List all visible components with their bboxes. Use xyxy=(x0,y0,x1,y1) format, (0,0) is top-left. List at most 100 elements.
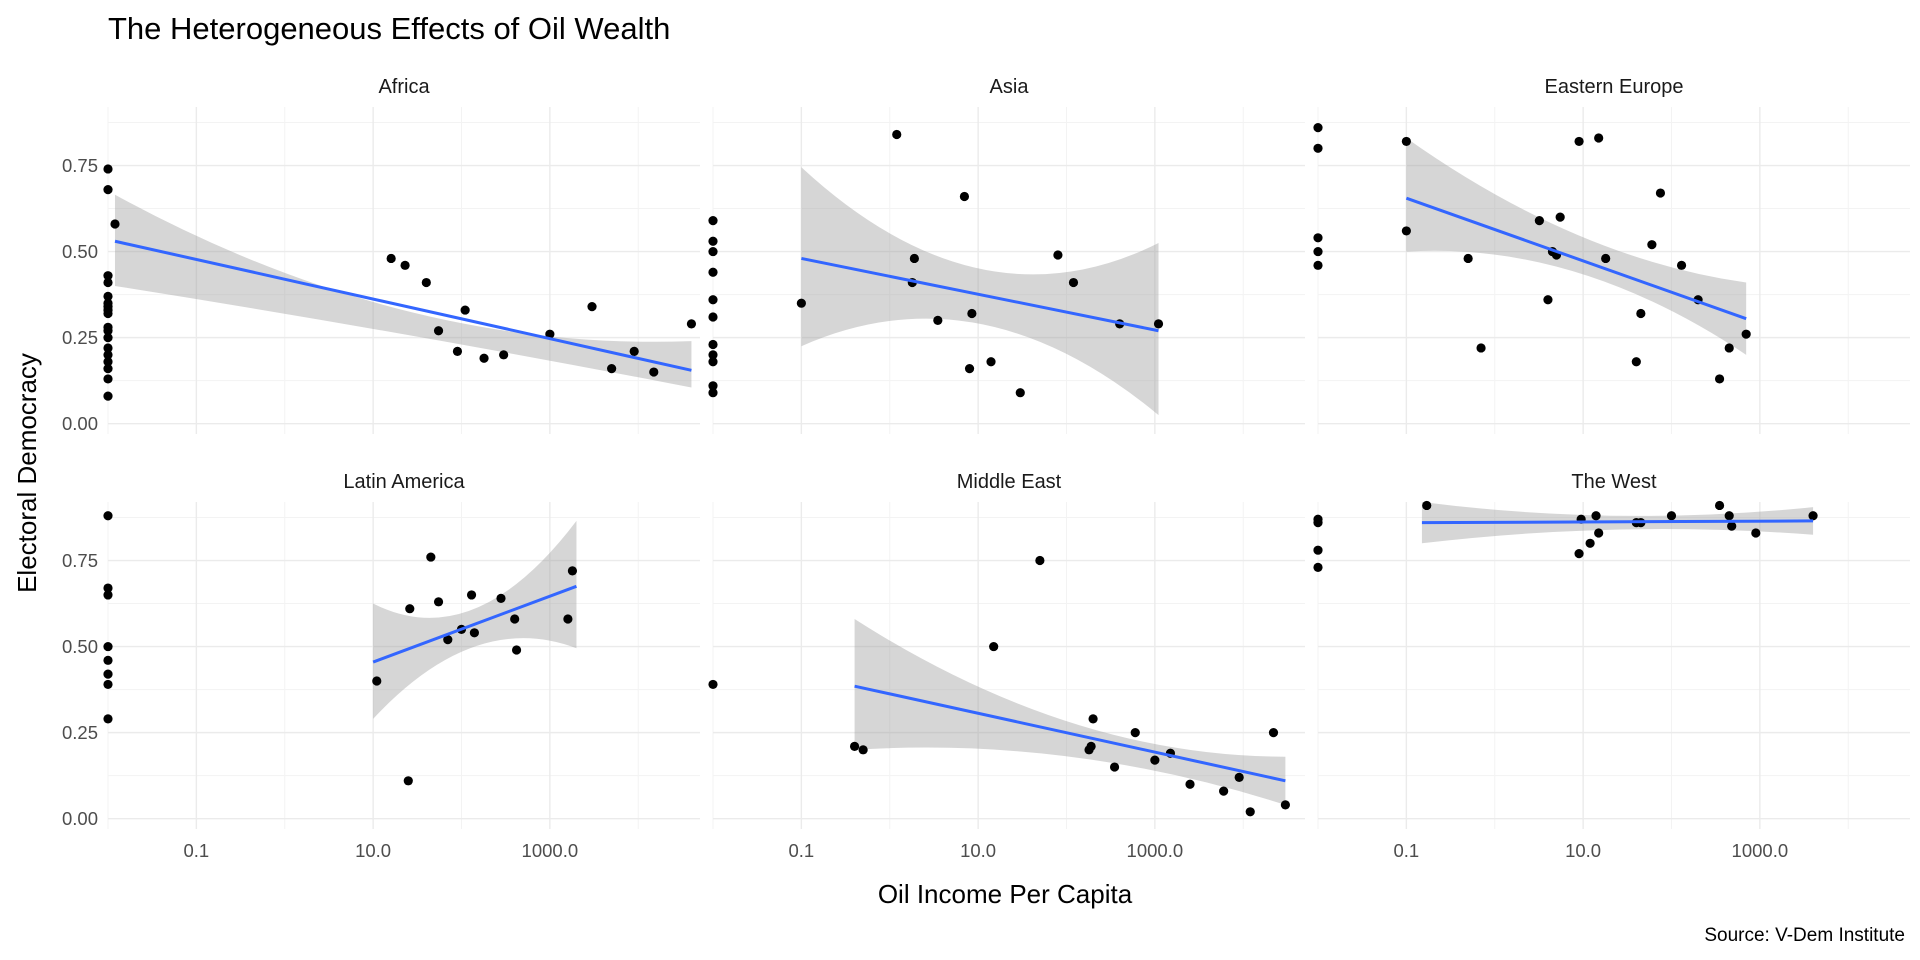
data-point xyxy=(964,364,975,374)
data-point xyxy=(1150,755,1160,765)
data-point-zero xyxy=(708,246,718,257)
data-point xyxy=(1714,500,1725,511)
y-tick-label: 0.75 xyxy=(62,155,98,176)
data-point xyxy=(1463,253,1473,264)
data-point xyxy=(1422,500,1432,511)
data-point xyxy=(426,552,436,562)
data-point-zero xyxy=(103,271,113,281)
data-point xyxy=(1594,133,1604,143)
fit-line xyxy=(372,584,577,664)
data-point-zero xyxy=(103,164,113,174)
data-point xyxy=(1534,215,1544,226)
x-tick-label: 1000.0 xyxy=(522,840,579,861)
fit-line xyxy=(114,239,692,372)
data-point xyxy=(1714,374,1725,384)
facet-label: Eastern Europe xyxy=(1545,76,1684,98)
y-tick-label: 0.00 xyxy=(62,808,98,829)
data-point xyxy=(460,305,470,315)
data-point xyxy=(1666,511,1677,521)
data-point xyxy=(1185,779,1195,789)
data-point-zero xyxy=(103,679,113,690)
data-point xyxy=(1594,528,1604,538)
data-point xyxy=(1655,188,1666,198)
data-point xyxy=(469,628,480,638)
data-point-zero xyxy=(1313,246,1323,257)
data-point-zero xyxy=(103,374,113,384)
caption: Source: V-Dem Institute xyxy=(1704,925,1905,946)
y-tick-label: 0.75 xyxy=(62,550,98,571)
data-point-zero xyxy=(1313,518,1323,528)
data-point xyxy=(587,302,597,312)
data-point xyxy=(563,614,573,624)
data-point-zero xyxy=(103,277,113,288)
data-point xyxy=(452,346,463,356)
data-point xyxy=(386,253,396,264)
confidence-band xyxy=(801,167,1159,416)
facet-middle-east: Middle East 0.1 10.0 1000.0 xyxy=(708,471,1305,861)
data-point xyxy=(858,745,868,755)
data-point-zero xyxy=(1313,260,1323,270)
data-point-zero xyxy=(1313,123,1323,133)
data-point xyxy=(1741,329,1751,339)
confidence-band xyxy=(114,194,692,388)
data-point xyxy=(1401,226,1411,236)
x-tick-label: 1000.0 xyxy=(1127,840,1184,861)
data-point xyxy=(1724,343,1734,353)
x-axis-title: Oil Income Per Capita xyxy=(878,879,1133,909)
y-tick-label: 0.25 xyxy=(62,327,98,348)
data-point xyxy=(1476,343,1486,353)
facet-label: Asia xyxy=(990,76,1030,98)
facet-label: Latin America xyxy=(343,471,465,493)
data-point-zero xyxy=(103,291,113,301)
data-point-zero xyxy=(103,185,113,195)
y-axis-title: Electoral Democracy xyxy=(12,353,42,593)
data-point xyxy=(567,566,578,576)
data-point-zero xyxy=(708,312,718,322)
y-tick-label: 0.50 xyxy=(62,241,98,262)
data-point-zero xyxy=(103,333,113,343)
data-point xyxy=(1647,240,1657,250)
data-point xyxy=(1751,528,1761,538)
data-point xyxy=(849,741,860,751)
data-point xyxy=(892,129,902,140)
data-point xyxy=(1543,295,1553,305)
data-point-zero xyxy=(103,590,113,600)
data-point xyxy=(110,219,120,229)
data-point xyxy=(1574,549,1584,559)
data-point xyxy=(510,614,520,624)
data-point xyxy=(1086,741,1096,751)
data-point xyxy=(1636,308,1646,319)
facet-label: Africa xyxy=(378,76,430,98)
data-point xyxy=(933,315,943,326)
data-point-zero xyxy=(1313,233,1323,243)
data-point xyxy=(959,191,970,202)
data-point xyxy=(649,367,659,377)
x-tick-label: 10.0 xyxy=(1565,840,1601,861)
data-point xyxy=(686,319,697,329)
data-point-zero xyxy=(708,267,718,277)
data-point xyxy=(421,277,431,288)
fit-line xyxy=(854,684,1286,783)
data-point xyxy=(1268,728,1279,738)
x-tick-label: 10.0 xyxy=(960,840,996,861)
data-point-zero xyxy=(708,339,718,350)
confidence-band xyxy=(373,520,577,719)
y-tick-label: 0.00 xyxy=(62,413,98,434)
x-tick-label: 0.1 xyxy=(1394,840,1420,861)
x-tick-label: 10.0 xyxy=(355,840,391,861)
data-point xyxy=(1068,277,1079,288)
data-point-zero xyxy=(103,511,113,521)
data-point xyxy=(1153,319,1164,329)
data-point xyxy=(629,346,639,356)
data-point-zero xyxy=(103,357,113,367)
data-point xyxy=(967,308,977,319)
data-point xyxy=(989,641,999,652)
facet-eastern-europe: Eastern Europe xyxy=(1313,76,1910,434)
data-point xyxy=(1015,388,1025,398)
data-point xyxy=(1219,786,1229,796)
data-point xyxy=(400,260,410,270)
data-point xyxy=(1280,800,1290,810)
data-point-zero xyxy=(103,308,113,319)
data-point xyxy=(443,635,453,645)
data-point xyxy=(466,590,477,600)
